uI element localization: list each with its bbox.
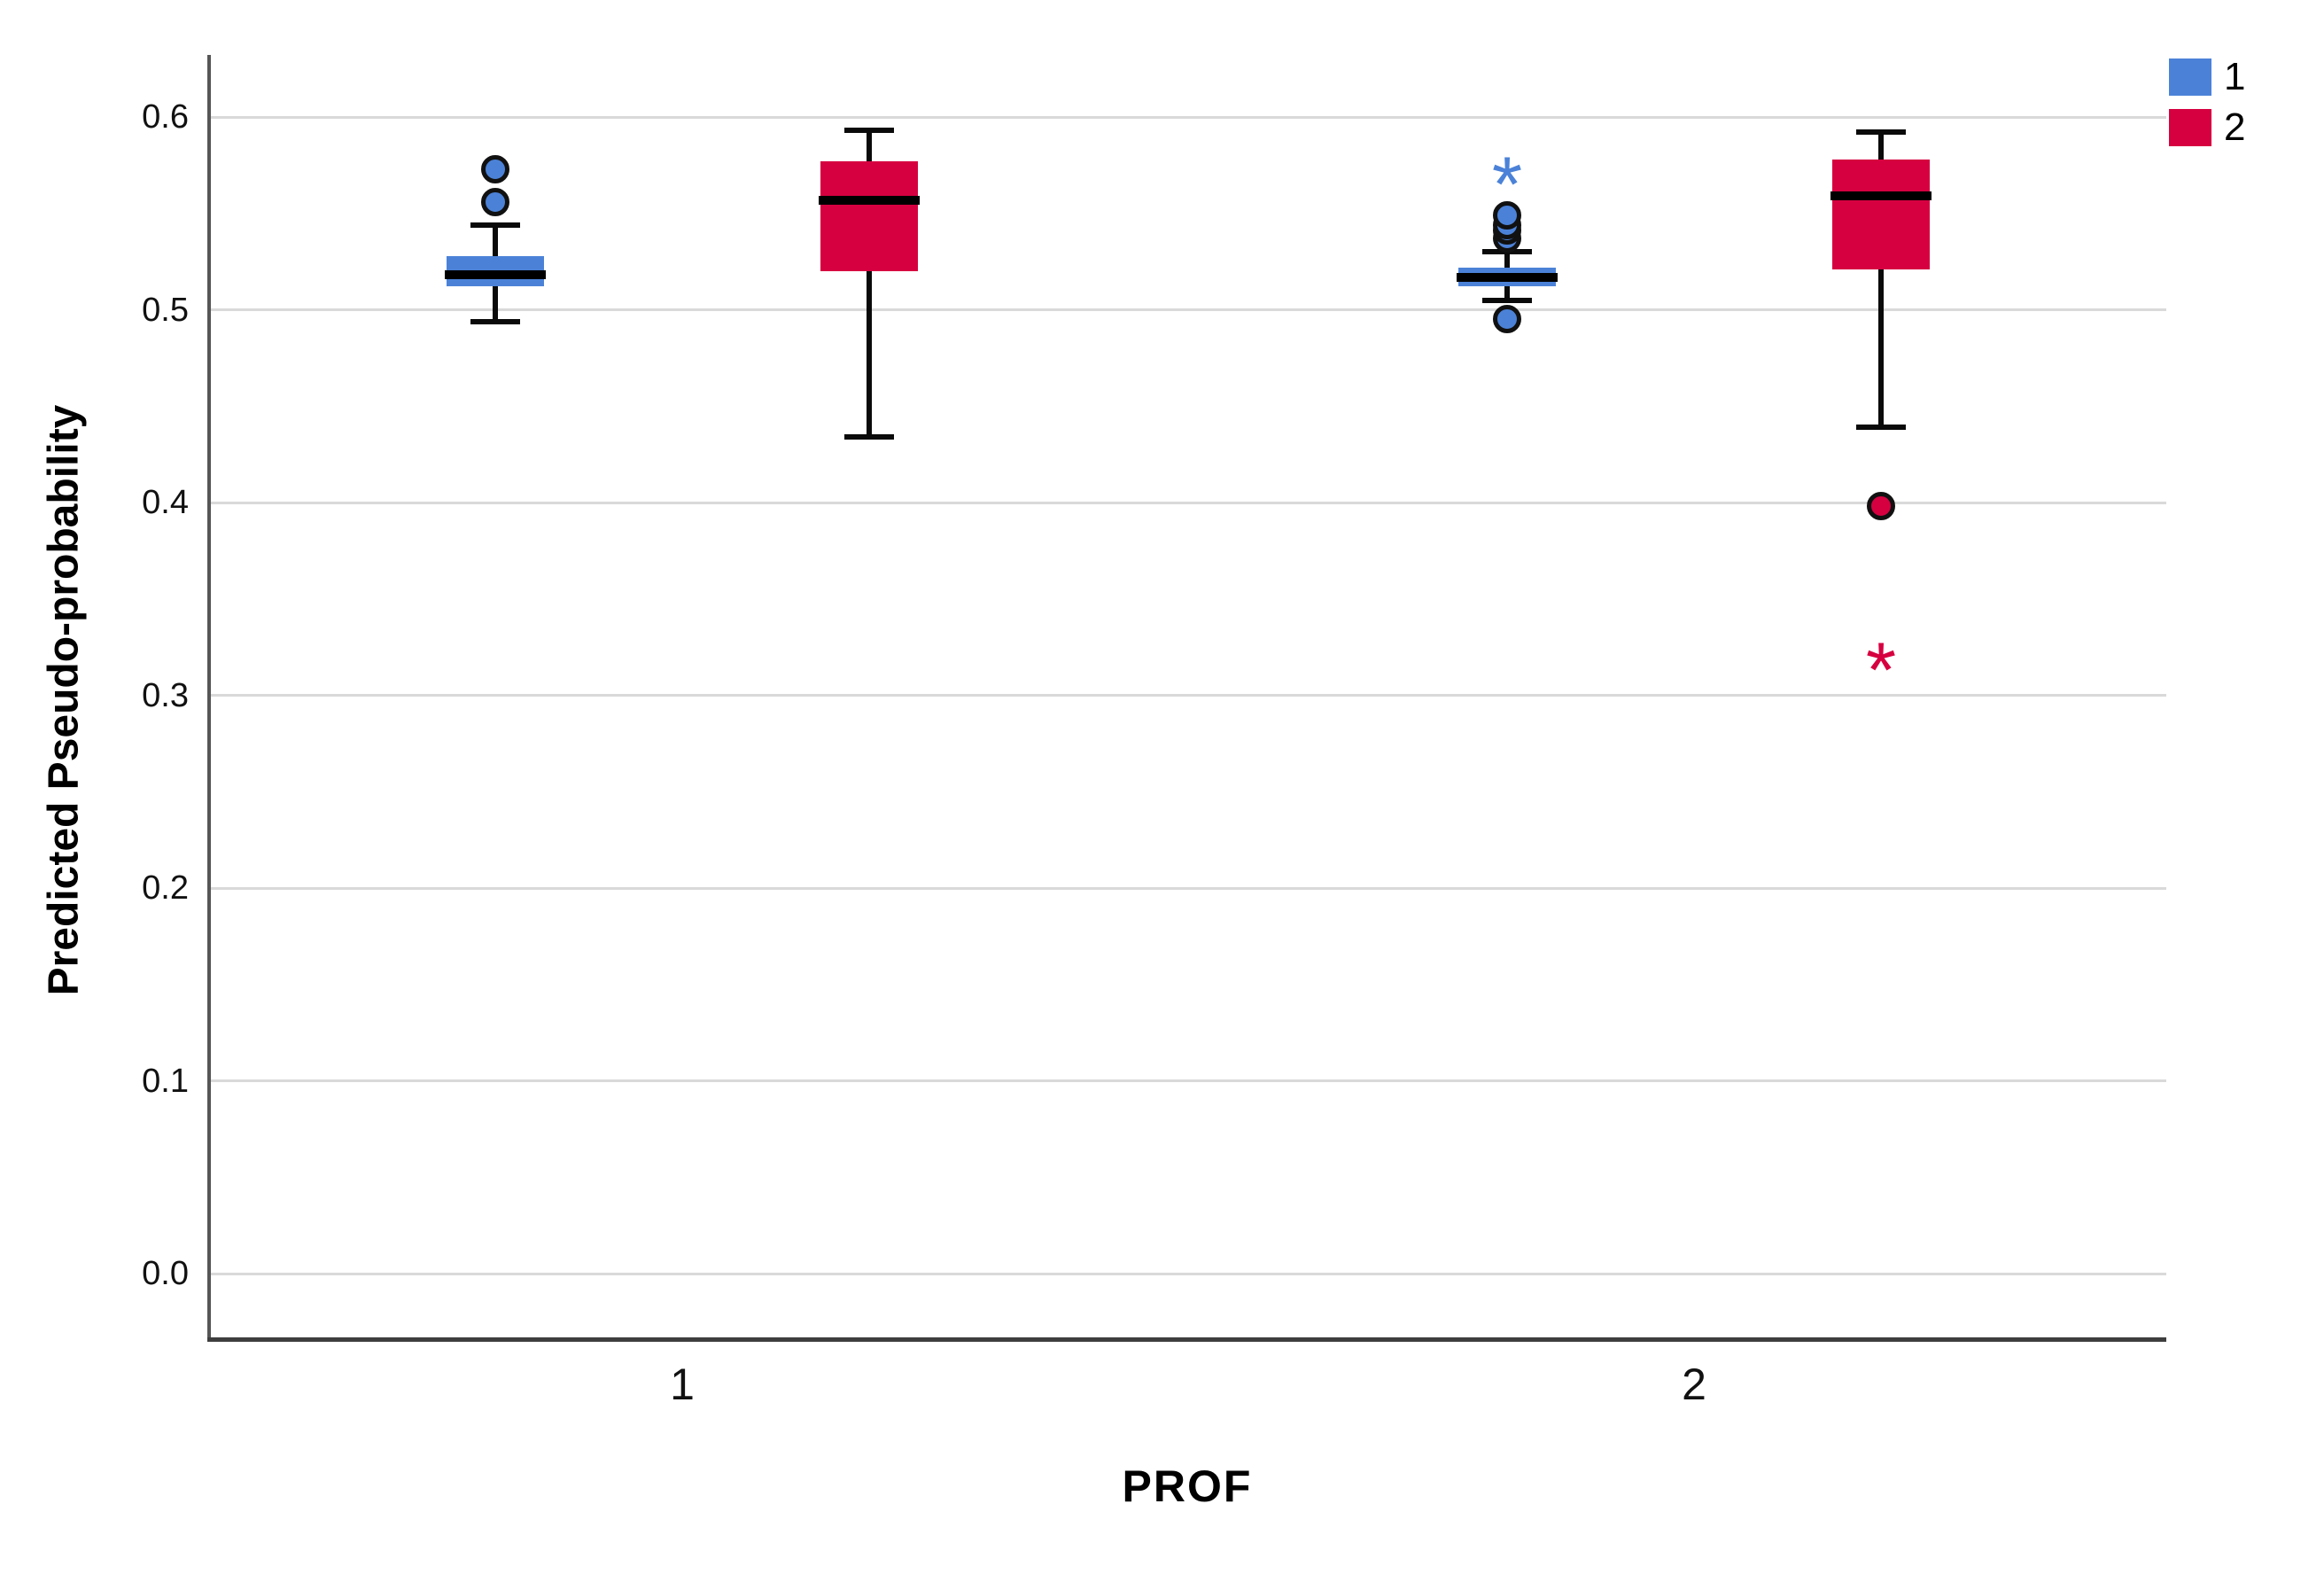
whisker-line-s2-prof1 — [867, 130, 872, 438]
gridline-0.0 — [209, 1272, 2166, 1275]
legend-swatch-1 — [2169, 58, 2211, 96]
whisker-cap-low-s1-prof2 — [1482, 297, 1532, 303]
box-s2-prof2 — [1832, 159, 1930, 269]
y-tick-label-0.5: 0.5 — [142, 291, 189, 329]
whisker-cap-high-s2-prof1 — [844, 128, 894, 134]
gridline-0.6 — [209, 115, 2166, 119]
box-s2-prof1 — [820, 161, 918, 271]
outlier-circle-s1-prof1-1 — [481, 154, 509, 183]
gridline-0.5 — [209, 308, 2166, 311]
gridline-0.2 — [209, 886, 2166, 890]
median-line-s1-prof2 — [1457, 272, 1558, 282]
x-tick-label-1: 1 — [670, 1360, 695, 1409]
whisker-cap-low-s2-prof2 — [1856, 425, 1906, 431]
whisker-cap-low-s2-prof1 — [844, 434, 894, 440]
y-axis-line — [207, 55, 211, 1337]
outlier-circle-s1-prof2-0 — [1493, 305, 1521, 334]
legend-label-2: 2 — [2224, 105, 2246, 149]
y-tick-label-0.2: 0.2 — [142, 869, 189, 907]
y-tick-label-0.4: 0.4 — [142, 484, 189, 521]
y-axis-title: Predicted Pseudo-probability — [40, 404, 88, 996]
legend-swatch-2 — [2169, 109, 2211, 146]
y-tick-label-0.6: 0.6 — [142, 98, 189, 136]
gridline-0.1 — [209, 1079, 2166, 1082]
median-line-s1-prof1 — [445, 270, 546, 280]
extreme-asterisk-s1-prof2-0: * — [1491, 139, 1523, 228]
median-line-s2-prof1 — [819, 195, 920, 205]
extreme-asterisk-s2-prof2-0: * — [1865, 625, 1897, 713]
gridline-0.3 — [209, 694, 2166, 697]
legend-label-1: 1 — [2224, 55, 2246, 98]
whisker-line-s2-prof2 — [1878, 132, 1884, 428]
x-axis-title: PROF — [1122, 1461, 1253, 1511]
x-axis-line — [207, 1337, 2166, 1342]
x-tick-label-2: 2 — [1682, 1360, 1706, 1409]
y-tick-label-0.0: 0.0 — [142, 1255, 189, 1292]
whisker-cap-high-s1-prof1 — [470, 222, 520, 228]
outlier-circle-s1-prof2-4 — [1493, 200, 1521, 230]
whisker-cap-low-s1-prof1 — [470, 318, 520, 324]
y-tick-label-0.3: 0.3 — [142, 676, 189, 714]
outlier-circle-s1-prof1-0 — [481, 187, 509, 216]
y-tick-label-0.1: 0.1 — [142, 1062, 189, 1100]
whisker-cap-high-s2-prof2 — [1856, 129, 1906, 136]
median-line-s2-prof2 — [1830, 191, 1931, 201]
outlier-circle-s2-prof2-0 — [1867, 492, 1895, 521]
gridline-0.4 — [209, 501, 2166, 504]
